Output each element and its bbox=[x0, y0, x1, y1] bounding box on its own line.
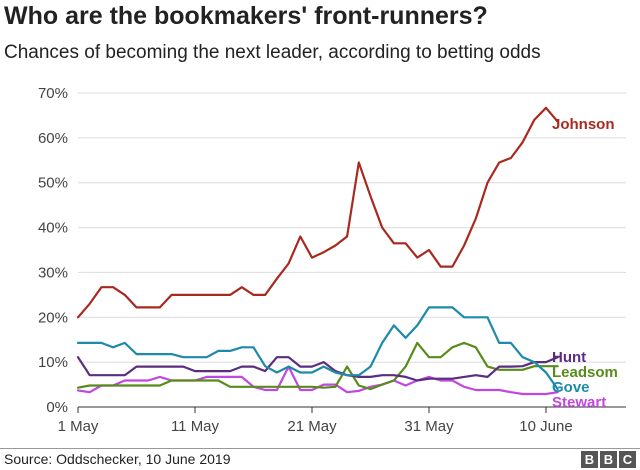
x-tick-label: 1 May bbox=[58, 418, 99, 435]
bbc-logo: B B C bbox=[581, 451, 636, 468]
x-tick-label: 11 May bbox=[171, 418, 220, 435]
y-tick-label: 40% bbox=[38, 220, 68, 237]
series-label-leadsom: Leadsom bbox=[552, 364, 618, 381]
series-line-leadsom bbox=[76, 341, 559, 391]
series-line-gove bbox=[76, 306, 559, 391]
y-tick-label: 60% bbox=[38, 130, 68, 147]
series-label-johnson: Johnson bbox=[552, 116, 615, 133]
x-tick-label: 10 June bbox=[519, 418, 572, 435]
chart-title: Who are the bookmakers' front-runners? bbox=[4, 2, 488, 30]
x-axis-tick-labels: 1 May 11 May 21 May 31 May 10 June bbox=[58, 418, 573, 435]
x-tick-label: 21 May bbox=[287, 418, 337, 435]
logo-letter: B bbox=[581, 451, 598, 468]
y-axis-tick-labels: 0% 10% 20% 30% 40% 50% 60% 70% bbox=[38, 85, 68, 416]
series-label-hunt: Hunt bbox=[552, 349, 586, 366]
line-chart: 0% 10% 20% 30% 40% 50% 60% 70% 1 May 11 May 21 Ma… bbox=[38, 85, 626, 435]
y-tick-label: 0% bbox=[46, 399, 68, 416]
x-tick-label: 31 May bbox=[404, 418, 454, 435]
series-label-stewart: Stewart bbox=[552, 394, 606, 411]
source-note: Source: Oddschecker, 10 June 2019 bbox=[4, 451, 231, 467]
series-lines bbox=[76, 106, 559, 396]
y-tick-label: 70% bbox=[38, 85, 68, 102]
series-line-johnson bbox=[76, 106, 559, 319]
logo-letter: C bbox=[619, 451, 636, 468]
footer-divider bbox=[0, 448, 640, 449]
y-tick-label: 10% bbox=[38, 354, 68, 371]
logo-letter: B bbox=[600, 451, 617, 468]
y-tick-label: 30% bbox=[38, 264, 68, 281]
gridlines bbox=[77, 92, 626, 413]
series-label-gove: Gove bbox=[552, 379, 590, 396]
series-line-hunt bbox=[76, 356, 559, 382]
y-tick-label: 50% bbox=[38, 175, 68, 192]
chart-subtitle: Chances of becoming the next leader, acc… bbox=[4, 42, 541, 63]
y-tick-label: 20% bbox=[38, 309, 68, 326]
